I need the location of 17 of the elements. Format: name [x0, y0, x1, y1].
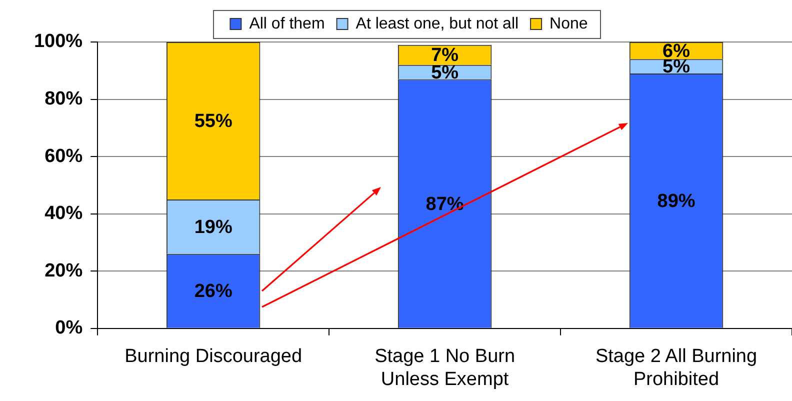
legend-label: At least one, but not all	[356, 15, 519, 32]
y-tick-label: 0%	[55, 318, 83, 339]
y-tick-label: 20%	[44, 260, 83, 282]
y-tick-label: 100%	[34, 31, 83, 52]
data-label: 19%	[194, 216, 232, 238]
y-tick-label: 40%	[44, 203, 83, 224]
y-tick-label: 60%	[44, 146, 83, 167]
legend-label: None	[550, 15, 588, 32]
data-label: 55%	[194, 110, 232, 132]
x-tick-label: Stage 2 All Burning Prohibited	[595, 346, 758, 390]
y-tick-label: 80%	[44, 88, 83, 110]
data-label: 89%	[657, 190, 696, 212]
data-label: 87%	[426, 194, 464, 215]
data-label: 26%	[194, 281, 232, 302]
legend-label: All of them	[249, 15, 325, 32]
x-tick-label: Burning Discouraged	[124, 346, 302, 368]
x-tick-label: Stage 1 No Burn Unless Exempt	[374, 346, 516, 390]
